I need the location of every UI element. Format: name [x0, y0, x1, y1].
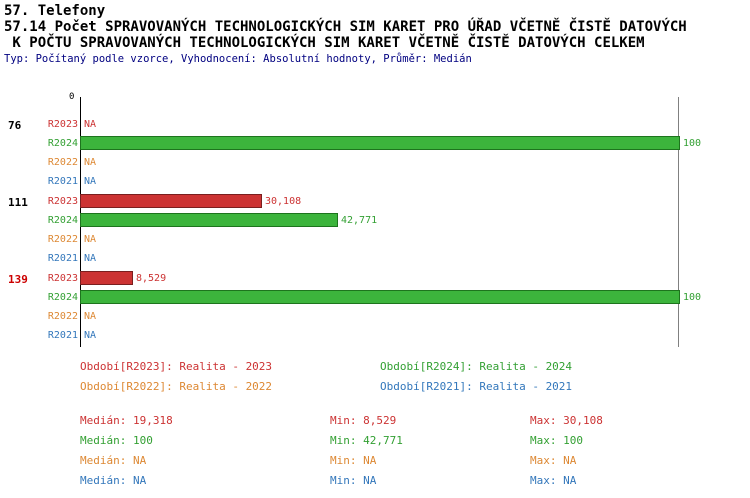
- chart-row-r2024: R2024 100: [0, 134, 750, 153]
- max-gridline: [678, 97, 679, 347]
- series-label: R2023: [47, 196, 78, 207]
- chart-group-76: 76 R2023 NA R2024 100 R2022 NA R2021 NA: [0, 115, 750, 191]
- value-label: 30,108: [265, 196, 302, 207]
- indicator-title-line1: 57.14 Počet SPRAVOVANÝCH TECHNOLOGICKÝCH…: [4, 19, 687, 35]
- stat-max-r2023: Max: 30,108: [530, 414, 603, 427]
- chart-row-r2021: R2021 NA: [0, 172, 750, 191]
- bar-chart: 0 76 R2023 NA R2024 100 R2022 NA R2021 NA 111 R202…: [0, 92, 750, 347]
- value-label: 8,529: [136, 273, 167, 284]
- chart-row-r2022: R2022 NA: [0, 307, 750, 326]
- chart-rows: 76 R2023 NA R2024 100 R2022 NA R2021 NA 111 R2023 3…: [0, 115, 750, 346]
- stat-max-r2021: Max: NA: [530, 474, 577, 487]
- bar-r2023: [80, 194, 262, 208]
- stat-median-r2021: Medián: NA: [80, 474, 147, 487]
- stat-min-r2023: Min: 8,529: [330, 414, 397, 427]
- series-label: R2022: [47, 157, 78, 168]
- chart-row-r2021: R2021 NA: [0, 326, 750, 345]
- stat-max-r2022: Max: NA: [530, 454, 577, 467]
- series-label: R2024: [47, 292, 78, 303]
- stat-min-r2022: Min: NA: [330, 454, 377, 467]
- chart-row-r2024: R2024 42,771: [0, 211, 750, 230]
- chart-row-r2022: R2022 NA: [0, 153, 750, 172]
- section-title: 57. Telefony: [4, 3, 106, 19]
- value-label: NA: [84, 330, 97, 341]
- chart-row-r2023: R2023 8,529: [0, 269, 750, 288]
- chart-row-r2021: R2021 NA: [0, 249, 750, 268]
- stats: Medián: 19,318 Min: 8,529 Max: 30,108 Mediá…: [0, 414, 750, 498]
- bar-r2024: [80, 213, 338, 227]
- series-label: R2021: [47, 253, 78, 264]
- value-label: NA: [84, 253, 97, 264]
- legend-item-r2023: Období[R2023]: Realita - 2023: [80, 360, 273, 373]
- stat-min-r2021: Min: NA: [330, 474, 377, 487]
- series-label: R2022: [47, 311, 78, 322]
- value-label: NA: [84, 157, 97, 168]
- chart-row-r2024: R2024 100: [0, 288, 750, 307]
- group-label: 111: [8, 196, 28, 209]
- legend-item-r2022: Období[R2022]: Realita - 2022: [80, 380, 273, 393]
- value-label: NA: [84, 176, 97, 187]
- series-label: R2021: [47, 330, 78, 341]
- stat-max-r2024: Max: 100: [530, 434, 583, 447]
- legend: Období[R2023]: Realita - 2023 Období[R202…: [0, 358, 750, 400]
- series-label: R2024: [47, 138, 78, 149]
- legend-item-r2024: Období[R2024]: Realita - 2024: [380, 360, 573, 373]
- group-label: 76: [8, 119, 22, 132]
- value-label: 42,771: [341, 215, 378, 226]
- bar-r2024: [80, 290, 680, 304]
- group-label: 139: [8, 273, 28, 286]
- stat-median-r2023: Medián: 19,318: [80, 414, 173, 427]
- bar-r2024: [80, 136, 680, 150]
- chart-row-r2023: R2023 30,108: [0, 192, 750, 211]
- series-label: R2024: [47, 215, 78, 226]
- stat-median-r2024: Medián: 100: [80, 434, 153, 447]
- chart-row-r2022: R2022 NA: [0, 230, 750, 249]
- bar-r2023: [80, 271, 133, 285]
- series-label: R2023: [47, 119, 78, 130]
- stat-min-r2024: Min: 42,771: [330, 434, 403, 447]
- stat-median-r2022: Medián: NA: [80, 454, 147, 467]
- value-label: NA: [84, 234, 97, 245]
- series-label: R2023: [47, 273, 78, 284]
- legend-item-r2021: Období[R2021]: Realita - 2021: [380, 380, 573, 393]
- axis-origin-label: 0: [69, 92, 75, 102]
- series-label: R2021: [47, 176, 78, 187]
- indicator-title-line2: K POČTU SPRAVOVANÝCH TECHNOLOGICKÝCH SIM…: [4, 35, 645, 51]
- chart-group-139: 139 R2023 8,529 R2024 100 R2022 NA R2021 NA: [0, 269, 750, 345]
- chart-row-r2023: R2023 NA: [0, 115, 750, 134]
- value-label: NA: [84, 311, 97, 322]
- series-label: R2022: [47, 234, 78, 245]
- indicator-meta: Typ: Počítaný podle vzorce, Vyhodnocení:…: [4, 53, 472, 65]
- value-label: 100: [683, 138, 702, 149]
- value-label: 100: [683, 292, 702, 303]
- chart-group-111: 111 R2023 30,108 R2024 42,771 R2022 NA R2021 NA: [0, 192, 750, 268]
- value-label: NA: [84, 119, 97, 130]
